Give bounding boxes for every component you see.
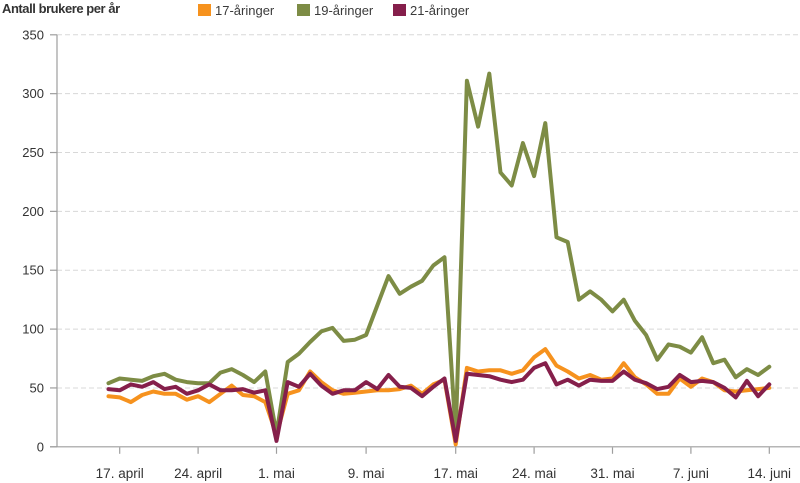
x-axis-label-4: 17. mai — [434, 466, 478, 481]
legend-swatch-17-aringer — [198, 4, 211, 16]
x-axis-label-6: 31. mai — [590, 466, 634, 481]
x-axis-label-5: 24. mai — [512, 466, 556, 481]
series-line-19-aringer — [106, 71, 772, 436]
y-axis-label-350: 350 — [22, 27, 44, 42]
legend-swatch-21-aringer — [393, 4, 406, 16]
y-axis-label-50: 50 — [30, 380, 44, 395]
legend-swatch-19-aringer — [297, 4, 310, 16]
legend-label-19-aringer: 19-åringer — [314, 2, 374, 18]
y-axis-label-200: 200 — [22, 204, 44, 219]
chart-title: Antall brukere per år — [2, 1, 120, 16]
x-axis-label-7: 7. juni — [673, 466, 709, 481]
legend-item-21-aringer[interactable]: 21-åringer — [393, 2, 470, 18]
y-axis-label-150: 150 — [22, 263, 44, 278]
x-axis-label-0: 17. april — [96, 466, 144, 481]
legend-item-19-aringer[interactable]: 19-åringer — [297, 2, 374, 18]
y-axis-label-250: 250 — [22, 145, 44, 160]
legend-label-17-aringer: 17-åringer — [215, 2, 275, 18]
x-axis-label-3: 9. mai — [348, 466, 385, 481]
series-line-21-aringer — [106, 361, 772, 443]
y-axis-label-300: 300 — [22, 86, 44, 101]
legend-item-17-aringer[interactable]: 17-åringer — [198, 2, 275, 18]
y-axis-label-100: 100 — [22, 322, 44, 337]
y-axis-label-0: 0 — [37, 439, 44, 454]
x-axis-label-1: 24. april — [174, 466, 222, 481]
series-line-17-aringer — [106, 347, 772, 447]
x-axis-label-2: 1. mai — [258, 466, 295, 481]
x-axis-label-8: 14. juni — [748, 466, 792, 481]
legend-label-21-aringer: 21-åringer — [410, 2, 470, 18]
